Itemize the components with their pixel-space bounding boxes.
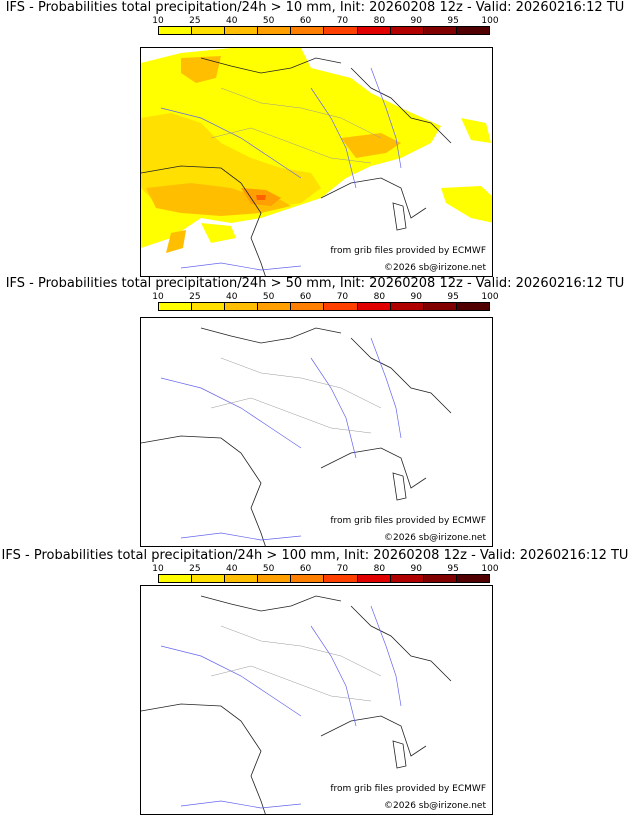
legend-ticks: 10 25 40 50 60 70 80 90 95 100 xyxy=(152,292,498,302)
map-canvas xyxy=(141,327,452,546)
legend-tick-label: 10 xyxy=(152,16,164,26)
legend-tick-label: 100 xyxy=(481,292,499,302)
legend-tick-label: 25 xyxy=(189,16,201,26)
precip-map[interactable]: from grib files provided by ECMWF ©2026 … xyxy=(140,317,493,547)
panel-10mm: IFS - Probabilities total precipitation/… xyxy=(0,0,630,277)
legend-swatch xyxy=(390,27,424,34)
legend-tick-label: 80 xyxy=(373,16,386,26)
probability-legend: 10 25 40 50 60 70 80 90 95 100 xyxy=(152,292,499,314)
legend-swatch xyxy=(324,27,358,34)
legend-tick-label: 60 xyxy=(299,292,312,302)
legend-tick-label: 95 xyxy=(447,564,459,574)
precip-shading xyxy=(141,48,492,253)
legend-tick-label: 50 xyxy=(262,292,275,302)
legend-tick-label: 80 xyxy=(373,564,386,574)
legend-swatch xyxy=(456,27,489,34)
legend-swatch xyxy=(159,575,193,582)
geo-lines xyxy=(141,595,452,814)
legend-tick-label: 95 xyxy=(447,292,459,302)
source-credit: from grib files provided by ECMWF xyxy=(330,516,486,526)
legend-tick-label: 70 xyxy=(336,564,349,574)
legend-tick-label: 90 xyxy=(410,16,422,26)
copyright-credit: ©2026 sb@irizone.net xyxy=(384,801,486,811)
legend-tick-label: 40 xyxy=(226,564,238,574)
legend-ticks: 10 25 40 50 60 70 80 90 95 100 xyxy=(152,16,498,26)
legend-swatch xyxy=(423,27,457,34)
source-credit: from grib files provided by ECMWF xyxy=(330,246,486,256)
legend-swatch xyxy=(423,575,457,582)
legend-swatch xyxy=(357,575,391,582)
geo-lines xyxy=(141,57,452,276)
legend-tick-label: 40 xyxy=(226,16,238,26)
legend-swatch xyxy=(159,27,193,34)
source-credit: from grib files provided by ECMWF xyxy=(330,784,486,794)
legend-swatch xyxy=(192,27,226,34)
precip-map[interactable]: from grib files provided by ECMWF ©2026 … xyxy=(140,585,493,815)
legend-swatch xyxy=(324,303,358,310)
legend-tick-label: 25 xyxy=(189,564,201,574)
panel-100mm: IFS - Probabilities total precipitation/… xyxy=(0,548,630,816)
probability-legend: 10 25 40 50 60 70 80 90 95 100 xyxy=(152,564,499,586)
legend-swatch xyxy=(357,27,391,34)
panel-title: IFS - Probabilities total precipitation/… xyxy=(5,0,625,15)
legend-tick-label: 80 xyxy=(373,292,386,302)
legend-tick-label: 60 xyxy=(299,564,312,574)
copyright-credit: ©2026 sb@irizone.net xyxy=(384,533,486,543)
legend-swatch xyxy=(225,27,259,34)
legend-tick-label: 10 xyxy=(152,292,164,302)
map-canvas xyxy=(141,48,492,276)
legend-tick-label: 60 xyxy=(299,16,312,26)
panel-title: IFS - Probabilities total precipitation/… xyxy=(1,548,629,563)
legend-swatch xyxy=(192,303,226,310)
legend-swatch xyxy=(456,303,489,310)
legend-ticks: 10 25 40 50 60 70 80 90 95 100 xyxy=(152,564,498,574)
legend-swatch xyxy=(159,303,193,310)
legend-swatch xyxy=(291,575,325,582)
legend-swatch xyxy=(291,303,325,310)
legend-tick-label: 100 xyxy=(481,16,499,26)
legend-tick-label: 90 xyxy=(410,564,422,574)
legend-colorbar xyxy=(158,26,490,35)
legend-tick-label: 100 xyxy=(481,564,499,574)
geo-lines xyxy=(141,327,452,546)
legend-swatch xyxy=(258,575,292,582)
probability-legend: 10 25 40 50 60 70 80 90 95 100 xyxy=(152,16,499,38)
legend-colorbar xyxy=(158,302,490,311)
legend-swatch xyxy=(258,27,292,34)
legend-swatch xyxy=(291,27,325,34)
legend-swatch xyxy=(324,575,358,582)
panel-50mm: IFS - Probabilities total precipitation/… xyxy=(0,276,630,547)
legend-tick-label: 40 xyxy=(226,292,238,302)
legend-swatch xyxy=(357,303,391,310)
legend-swatch xyxy=(390,575,424,582)
legend-swatch xyxy=(390,303,424,310)
legend-swatch xyxy=(456,575,489,582)
legend-swatch xyxy=(258,303,292,310)
legend-tick-label: 70 xyxy=(336,292,349,302)
legend-tick-label: 70 xyxy=(336,16,349,26)
legend-swatch xyxy=(423,303,457,310)
copyright-credit: ©2026 sb@irizone.net xyxy=(384,263,486,273)
legend-tick-label: 90 xyxy=(410,292,422,302)
legend-tick-label: 95 xyxy=(447,16,459,26)
legend-tick-label: 50 xyxy=(262,16,275,26)
legend-swatch xyxy=(225,303,259,310)
legend-tick-label: 25 xyxy=(189,292,201,302)
map-canvas xyxy=(141,595,452,814)
legend-colorbar xyxy=(158,574,490,583)
legend-tick-label: 50 xyxy=(262,564,275,574)
panel-title: IFS - Probabilities total precipitation/… xyxy=(5,276,625,291)
legend-tick-label: 10 xyxy=(152,564,164,574)
legend-swatch xyxy=(225,575,259,582)
precip-map[interactable]: from grib files provided by ECMWF ©2026 … xyxy=(140,47,493,277)
legend-swatch xyxy=(192,575,226,582)
